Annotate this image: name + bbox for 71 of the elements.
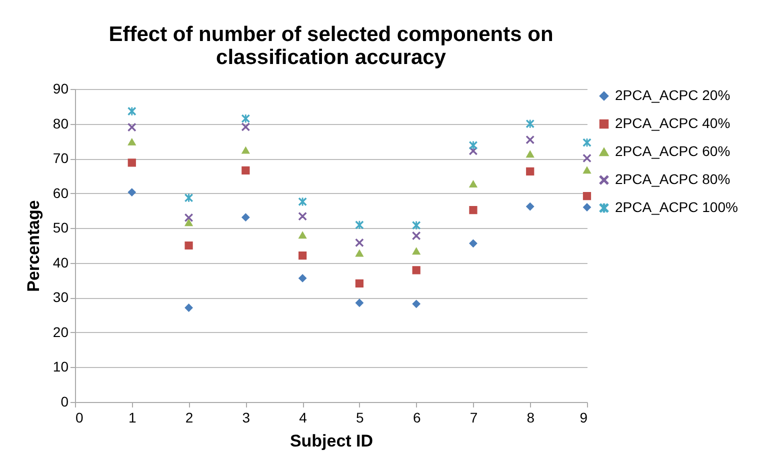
point xyxy=(242,114,250,123)
point xyxy=(355,220,364,230)
y-axis-title: Percentage xyxy=(24,200,43,292)
y-tick-label: 90 xyxy=(52,80,69,96)
y-tick-label: 20 xyxy=(52,324,69,340)
point xyxy=(298,212,307,220)
point xyxy=(242,122,250,131)
point xyxy=(128,158,136,167)
point xyxy=(469,206,478,214)
point xyxy=(128,123,136,132)
y-tick-label: 30 xyxy=(52,289,69,306)
x-tick-label: 7 xyxy=(470,410,478,426)
x-tick-label: 2 xyxy=(185,410,194,426)
point xyxy=(355,298,364,307)
point xyxy=(184,214,193,222)
y-tick-label: 10 xyxy=(52,358,69,375)
point xyxy=(128,107,136,116)
point xyxy=(184,218,193,226)
point xyxy=(582,166,592,174)
point xyxy=(184,194,193,202)
y-tick-label: 70 xyxy=(52,150,69,166)
point xyxy=(298,198,307,206)
legend-label: 2PCA_ACPC 80% xyxy=(615,171,730,187)
y-tick-label: 60 xyxy=(52,184,69,201)
point xyxy=(582,192,592,200)
point xyxy=(469,141,478,150)
point xyxy=(412,248,420,255)
point xyxy=(469,180,478,188)
y-tick-label: 80 xyxy=(52,115,69,132)
point xyxy=(355,238,364,247)
point xyxy=(298,252,307,260)
x-tick-label: 0 xyxy=(76,410,84,426)
x-tick-label: 3 xyxy=(242,410,250,426)
legend-label: 2PCA_ACPC 60% xyxy=(615,143,730,159)
point xyxy=(242,213,250,222)
point xyxy=(526,202,534,211)
point xyxy=(526,136,534,144)
chart-title: Effect of number of selected components on classification accuracy xyxy=(108,23,554,69)
y-tick-label: 50 xyxy=(52,220,69,236)
x-tick-label: 5 xyxy=(356,410,364,426)
x-tick-label: 1 xyxy=(128,410,136,426)
point xyxy=(582,203,592,212)
y-tick-label: 40 xyxy=(52,254,69,270)
point xyxy=(184,241,193,250)
legend-label: 2PCA_ACPC 20% xyxy=(615,87,730,103)
point xyxy=(412,266,420,274)
y-tick-label: 0 xyxy=(60,394,69,410)
point xyxy=(412,232,420,240)
point xyxy=(582,154,592,162)
x-tick-label: 4 xyxy=(299,410,308,426)
legend-label: 2PCA_ACPC 100% xyxy=(615,199,738,215)
point xyxy=(128,188,136,196)
point xyxy=(526,167,534,176)
point xyxy=(469,239,478,248)
point xyxy=(298,232,307,239)
point xyxy=(128,138,136,146)
point xyxy=(355,250,364,257)
point xyxy=(242,166,250,174)
x-tick-label: 9 xyxy=(580,410,588,426)
point xyxy=(412,221,420,230)
x-tick-label: 6 xyxy=(412,410,421,426)
point xyxy=(526,150,534,158)
point xyxy=(242,146,250,154)
point xyxy=(298,274,307,282)
point xyxy=(526,120,534,128)
point xyxy=(412,300,420,308)
point xyxy=(355,279,364,288)
x-axis-title: Subject ID xyxy=(290,432,374,450)
x-tick-label: 8 xyxy=(526,410,535,426)
legend-label: 2PCA_ACPC 40% xyxy=(615,115,730,131)
point xyxy=(184,304,193,312)
